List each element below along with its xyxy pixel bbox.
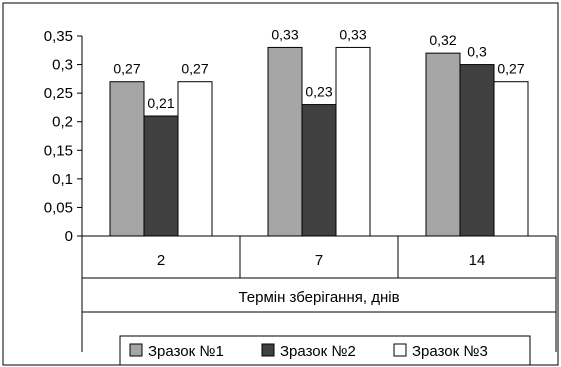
bar: [143, 115, 179, 237]
y-tick-label: 0,15: [44, 142, 73, 159]
data-label: 0,27: [113, 61, 140, 77]
legend-swatch: [129, 343, 143, 357]
data-label: 0,23: [305, 84, 332, 100]
bar: [335, 46, 371, 237]
y-tick-label: 0,3: [52, 57, 73, 74]
data-label: 0,3: [467, 44, 487, 60]
y-tick-label: 0,35: [44, 28, 73, 45]
y-tick-label: 0,25: [44, 85, 73, 102]
y-tick-label: 0,05: [44, 199, 73, 216]
legend-swatch: [261, 343, 275, 357]
x-tick-label: 14: [469, 252, 486, 269]
x-tick-label: 2: [157, 252, 165, 269]
y-tick-label: 0,1: [52, 171, 73, 188]
data-label: 0,21: [147, 95, 174, 111]
data-label: 0,27: [181, 61, 208, 77]
x-tick-label: 7: [315, 252, 323, 269]
y-tick-label: 0,2: [52, 114, 73, 131]
bar: [267, 46, 303, 237]
legend-label: Зразок №1: [148, 343, 224, 360]
y-tick-label: 0: [65, 228, 73, 245]
bar: [177, 81, 213, 237]
data-label: 0,27: [497, 61, 524, 77]
legend-label: Зразок №2: [280, 343, 356, 360]
bar: [459, 64, 495, 237]
data-label: 0,33: [271, 26, 298, 42]
data-label: 0,32: [429, 32, 456, 48]
data-label: 0,33: [339, 26, 366, 42]
bar: [493, 81, 529, 237]
bar: [425, 52, 461, 237]
bar: [301, 104, 337, 237]
legend-swatch: [393, 343, 407, 357]
bar: [109, 81, 145, 237]
legend-label: Зразок №3: [412, 343, 488, 360]
x-axis-title: Термін зберігання, днів: [238, 289, 399, 306]
legend-box: [119, 335, 531, 366]
